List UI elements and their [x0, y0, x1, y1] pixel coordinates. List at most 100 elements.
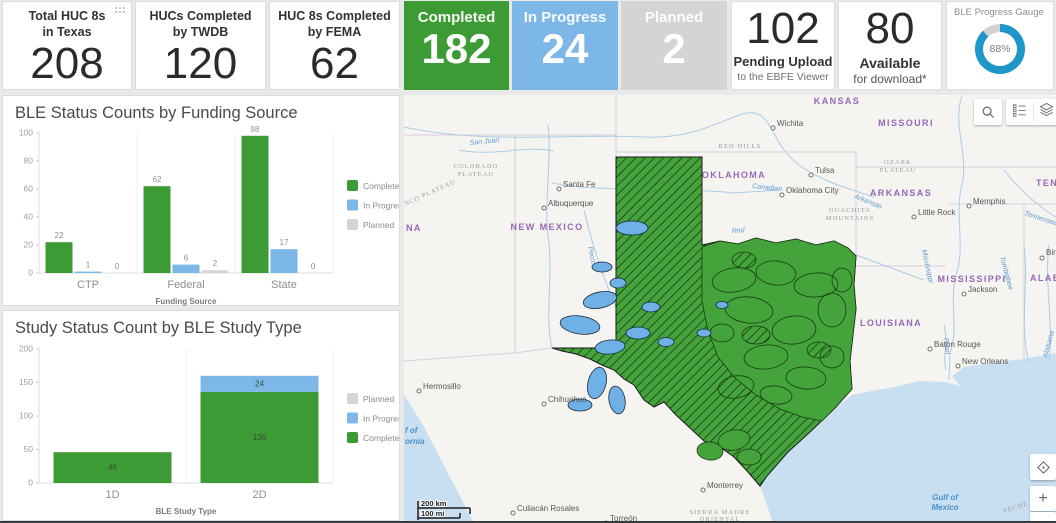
- svg-text:Torreón: Torreón: [610, 514, 637, 523]
- progress-donut: 88%: [975, 24, 1025, 74]
- svg-text:100 mi: 100 mi: [421, 509, 444, 518]
- svg-text:Monterrey: Monterrey: [707, 481, 743, 490]
- drag-handle-icon[interactable]: [114, 6, 126, 14]
- gulf-of-california-water: [404, 395, 474, 523]
- svg-text:46: 46: [108, 463, 117, 472]
- svg-text:San Juan: San Juan: [469, 137, 499, 147]
- window-edge: [0, 521, 1056, 523]
- svg-text:KANSAS: KANSAS: [814, 96, 860, 106]
- svg-text:Canadian: Canadian: [752, 183, 783, 193]
- card-in-progress: In Progress 24: [512, 1, 618, 90]
- svg-text:1D: 1D: [105, 489, 119, 501]
- state-borders: [404, 95, 1056, 367]
- svg-text:COLORADO: COLORADO: [454, 163, 499, 170]
- svg-text:1: 1: [86, 261, 91, 270]
- card-hucs-twdb: HUCs Completed by TWDB 120: [135, 1, 266, 90]
- svg-text:136: 136: [253, 433, 267, 442]
- svg-text:OZARK: OZARK: [884, 159, 912, 166]
- status-label: Completed: [417, 9, 496, 26]
- svg-text:40: 40: [24, 212, 34, 222]
- layers-icon: [1039, 102, 1054, 117]
- svg-text:200: 200: [19, 344, 33, 354]
- svg-text:Funding Source: Funding Source: [156, 297, 217, 306]
- svg-text:200 km: 200 km: [421, 499, 447, 508]
- card-pending-upload: 102 Pending Upload to the EBFE Viewer: [731, 1, 835, 90]
- svg-text:100: 100: [19, 411, 33, 421]
- svg-text:Pearl: Pearl: [942, 338, 950, 355]
- svg-text:New Orleans: New Orleans: [962, 357, 1008, 366]
- svg-text:LOUISIANA: LOUISIANA: [860, 318, 922, 328]
- svg-text:Planned: Planned: [363, 220, 394, 230]
- svg-text:100: 100: [19, 128, 33, 138]
- svg-text:50: 50: [24, 444, 34, 454]
- svg-text:Baton Rouge: Baton Rouge: [934, 340, 981, 349]
- status-value: 2: [662, 25, 686, 72]
- svg-text:Planned: Planned: [363, 394, 394, 404]
- svg-text:Complete: Complete: [363, 433, 399, 443]
- status-value: 24: [541, 25, 589, 72]
- svg-text:Gulf of: Gulf of: [932, 493, 959, 502]
- legend-button[interactable]: [1007, 103, 1033, 122]
- svg-text:Hermosillo: Hermosillo: [423, 382, 461, 391]
- map-panel[interactable]: RED HILLS OZARK PLATEAU OUACHITA MOUNTAINS CO…: [404, 95, 1056, 523]
- svg-text:Jackson: Jackson: [968, 285, 997, 294]
- search-icon: [982, 106, 994, 118]
- svg-text:NA: NA: [406, 223, 422, 233]
- map-search-button[interactable]: [974, 99, 1002, 125]
- study-type-stacked-bar-chart[interactable]: 0 50 100 150 200 1D 46 2D 136 24 BLE Study Type Pla…: [3, 338, 399, 521]
- svg-text:Federal: Federal: [167, 279, 204, 291]
- svg-text:PLATEAU: PLATEAU: [880, 167, 917, 174]
- completed-plain-region: [701, 237, 857, 422]
- divider: [1032, 103, 1034, 121]
- chart-title: BLE Status Counts by Funding Source: [15, 104, 298, 122]
- svg-text:ALABAM: ALABAM: [1030, 273, 1056, 283]
- panel-study-type-chart: Study Status Count by BLE Study Type 0 50…: [2, 310, 400, 521]
- svg-text:Wichita: Wichita: [777, 119, 804, 128]
- svg-text:Santa Fe: Santa Fe: [563, 180, 596, 189]
- layers-button[interactable]: [1034, 102, 1056, 122]
- svg-text:Complete: Complete: [363, 181, 399, 191]
- card-value: 120: [163, 39, 238, 89]
- card-total-huc8s: Total HUC 8s in Texas 208: [2, 1, 132, 90]
- gauge-percent: 88%: [989, 43, 1011, 55]
- zoom-out-button[interactable]: −: [1030, 512, 1056, 523]
- svg-text:62: 62: [153, 175, 162, 184]
- svg-text:SIERRA MADRE: SIERRA MADRE: [689, 509, 750, 516]
- svg-text:ornia: ornia: [405, 437, 425, 446]
- svg-text:Memphis: Memphis: [973, 197, 1005, 206]
- card-completed: Completed 182: [404, 1, 509, 90]
- svg-text:2D: 2D: [252, 489, 266, 501]
- svg-text:PLATEAU: PLATEAU: [458, 171, 495, 178]
- gauge-title: BLE Progress Gauge: [954, 7, 1044, 18]
- basemap[interactable]: RED HILLSOZARKPLATEAUOUACHITAMOUNTAINSCO…: [404, 95, 1056, 523]
- svg-text:20: 20: [24, 240, 34, 250]
- svg-text:State: State: [271, 279, 297, 291]
- svg-text:MISSISSIPPI: MISSISSIPPI: [938, 274, 1007, 284]
- svg-text:Little Rock: Little Rock: [918, 208, 956, 217]
- south-plain-hucs: [696, 429, 762, 466]
- svg-text:0: 0: [28, 268, 33, 278]
- svg-text:80: 80: [24, 156, 34, 166]
- svg-text:f of: f of: [405, 426, 419, 435]
- svg-text:Tulsa: Tulsa: [815, 166, 835, 175]
- chart-title: Study Status Count by BLE Study Type: [15, 319, 302, 337]
- card-planned: Planned 2: [621, 1, 727, 90]
- svg-text:0: 0: [115, 262, 120, 271]
- svg-text:6: 6: [184, 254, 189, 263]
- svg-text:TENN: TENN: [1036, 178, 1056, 188]
- svg-text:60: 60: [24, 184, 34, 194]
- svg-text:In Progress: In Progress: [363, 201, 399, 211]
- default-extent-button[interactable]: [1030, 454, 1056, 480]
- svg-text:Mexico: Mexico: [931, 503, 958, 512]
- panel-funding-source-chart: BLE Status Counts by Funding Source 0 20 4…: [2, 95, 400, 306]
- svg-text:2: 2: [213, 259, 218, 268]
- status-label: Planned: [644, 9, 704, 26]
- svg-text:In Progress: In Progress: [363, 414, 399, 424]
- svg-text:MOUNTAINS: MOUNTAINS: [826, 215, 874, 222]
- svg-text:BLE Study Type: BLE Study Type: [156, 507, 217, 516]
- svg-text:NEW MEXICO: NEW MEXICO: [510, 222, 583, 232]
- svg-text:MISSOURI: MISSOURI: [878, 118, 934, 128]
- zoom-in-button[interactable]: +: [1030, 486, 1056, 511]
